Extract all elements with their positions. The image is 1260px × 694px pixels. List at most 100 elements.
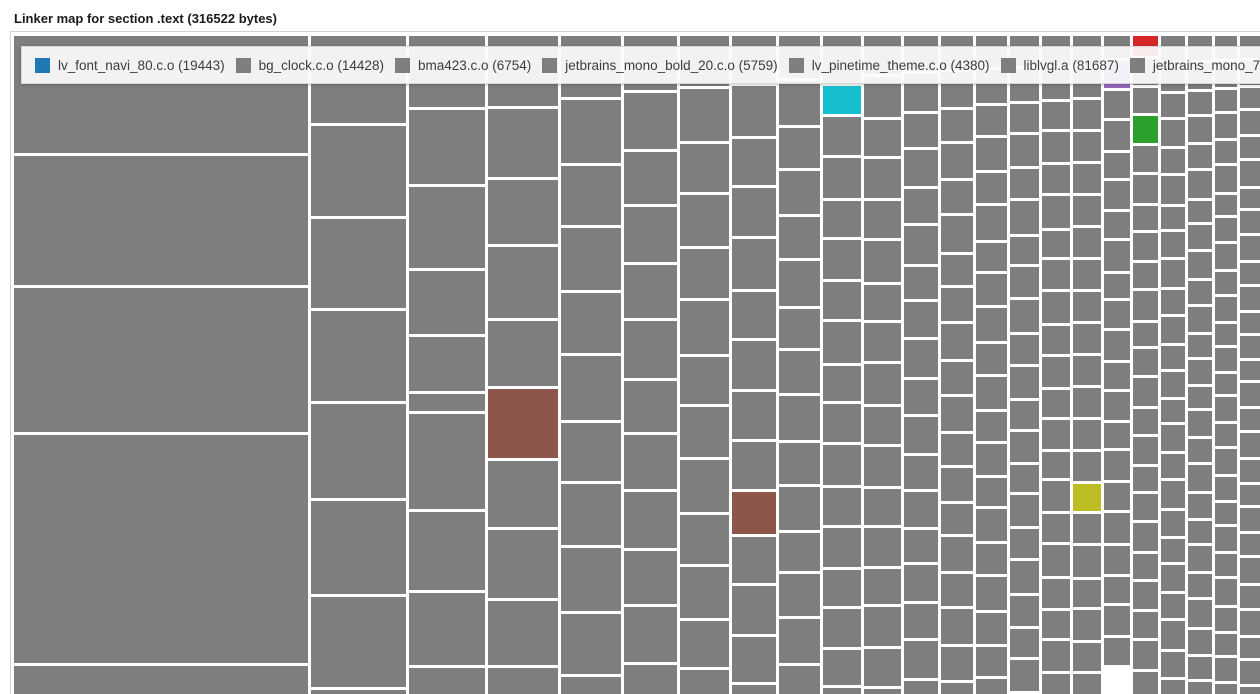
treemap-cell[interactable] (1104, 577, 1130, 603)
treemap-cell[interactable] (1010, 335, 1039, 364)
treemap-cell[interactable] (1161, 232, 1185, 257)
treemap-cell[interactable] (1010, 104, 1039, 132)
treemap-cell[interactable] (976, 106, 1007, 135)
treemap-cell[interactable] (624, 665, 677, 694)
treemap-cell[interactable] (409, 668, 485, 694)
treemap-cell[interactable] (1133, 523, 1158, 551)
treemap-cell[interactable] (1188, 117, 1212, 142)
treemap-cell[interactable] (823, 570, 861, 606)
treemap-cell[interactable] (1010, 135, 1039, 166)
treemap-cell[interactable] (1215, 554, 1237, 576)
treemap-cell[interactable] (1073, 228, 1101, 257)
treemap-cell[interactable] (1161, 425, 1185, 451)
treemap-cell[interactable] (779, 533, 820, 571)
treemap-cell[interactable] (1042, 611, 1070, 638)
treemap-cell[interactable] (1215, 90, 1237, 111)
treemap-cell[interactable] (976, 308, 1007, 341)
treemap-cell[interactable] (1240, 508, 1260, 531)
treemap-cell[interactable] (1133, 672, 1158, 694)
treemap-cell[interactable] (864, 241, 901, 282)
treemap-cell[interactable] (1215, 477, 1237, 500)
treemap-cell[interactable] (976, 444, 1007, 475)
treemap-cell[interactable] (1133, 437, 1158, 464)
treemap-cell[interactable] (1010, 529, 1039, 558)
treemap-cell[interactable] (823, 117, 861, 155)
treemap-cell[interactable] (1240, 611, 1260, 635)
treemap-cell[interactable] (1010, 169, 1039, 198)
treemap-cell[interactable] (488, 668, 558, 694)
treemap-cell[interactable] (1215, 397, 1237, 421)
treemap-cell[interactable] (779, 217, 820, 258)
treemap-cell[interactable] (732, 637, 776, 682)
treemap-cell[interactable] (1240, 111, 1260, 134)
treemap-cell[interactable] (1215, 166, 1237, 192)
treemap-cell[interactable] (823, 445, 861, 485)
treemap-cell[interactable] (1133, 206, 1158, 230)
treemap-cell[interactable] (823, 650, 861, 685)
treemap-cell[interactable] (624, 551, 677, 604)
treemap-cell[interactable] (1133, 233, 1158, 260)
treemap-cell[interactable] (864, 689, 901, 694)
treemap-cell[interactable] (1042, 420, 1070, 449)
treemap-cell[interactable] (624, 265, 677, 318)
treemap-cell[interactable] (1188, 307, 1212, 332)
treemap-cell[interactable] (1188, 171, 1212, 198)
treemap-cell[interactable] (1240, 313, 1260, 333)
treemap-cell[interactable] (1240, 137, 1260, 158)
treemap-cell[interactable] (1161, 481, 1185, 508)
treemap-cell[interactable] (1161, 120, 1185, 146)
treemap-cell[interactable] (14, 435, 308, 663)
treemap-cell[interactable] (488, 601, 558, 665)
treemap-cell[interactable] (1010, 495, 1039, 526)
treemap-cell[interactable] (904, 380, 938, 414)
treemap-cell[interactable] (904, 226, 938, 264)
treemap-cell[interactable] (561, 228, 621, 290)
treemap-cell[interactable] (779, 619, 820, 663)
treemap-cell[interactable] (779, 171, 820, 214)
treemap-cell[interactable] (904, 492, 938, 527)
treemap-cell[interactable] (311, 404, 406, 498)
treemap-cell[interactable] (1161, 372, 1185, 397)
treemap-cell[interactable] (823, 609, 861, 647)
treemap-cell[interactable] (779, 396, 820, 440)
treemap-cell[interactable] (1104, 241, 1130, 271)
treemap-cell[interactable] (941, 288, 973, 321)
treemap-cell[interactable] (488, 247, 558, 318)
treemap-cell[interactable] (976, 243, 1007, 271)
treemap-cell[interactable] (561, 484, 621, 545)
treemap-cell[interactable] (1240, 558, 1260, 583)
treemap-cell[interactable] (904, 641, 938, 678)
treemap-cell[interactable] (779, 81, 820, 125)
treemap-cell[interactable] (904, 150, 938, 186)
treemap-cell[interactable] (409, 187, 485, 268)
treemap-cell[interactable] (1240, 287, 1260, 310)
treemap-cell[interactable] (732, 139, 776, 185)
treemap-cell[interactable] (1104, 513, 1130, 543)
treemap-cell[interactable] (1240, 189, 1260, 208)
treemap-cell[interactable] (1215, 684, 1237, 694)
treemap-cell[interactable] (904, 340, 938, 377)
treemap-cell[interactable] (823, 404, 861, 442)
treemap-cell[interactable] (1215, 608, 1237, 631)
treemap-cell[interactable] (1073, 610, 1101, 640)
treemap-cell[interactable] (311, 690, 406, 694)
treemap-cell[interactable] (624, 607, 677, 662)
treemap-cell[interactable] (680, 249, 729, 298)
treemap-cell[interactable] (680, 621, 729, 667)
treemap-cell[interactable] (1240, 485, 1260, 505)
treemap-cell[interactable] (941, 255, 973, 285)
treemap-cell[interactable] (1215, 424, 1237, 446)
treemap-cell[interactable] (1042, 326, 1070, 354)
treemap-cell[interactable] (1042, 390, 1070, 417)
treemap-cell[interactable] (1073, 484, 1101, 511)
treemap-cell[interactable] (941, 683, 973, 694)
treemap-cell[interactable] (1215, 634, 1237, 655)
treemap-cell[interactable] (488, 180, 558, 244)
treemap-cell[interactable] (1042, 102, 1070, 129)
treemap-cell[interactable] (823, 240, 861, 279)
treemap-cell[interactable] (1073, 580, 1101, 607)
treemap-cell[interactable] (1010, 432, 1039, 462)
treemap-cell[interactable] (1215, 348, 1237, 371)
treemap-cell[interactable] (864, 201, 901, 238)
treemap-cell[interactable] (1188, 145, 1212, 168)
